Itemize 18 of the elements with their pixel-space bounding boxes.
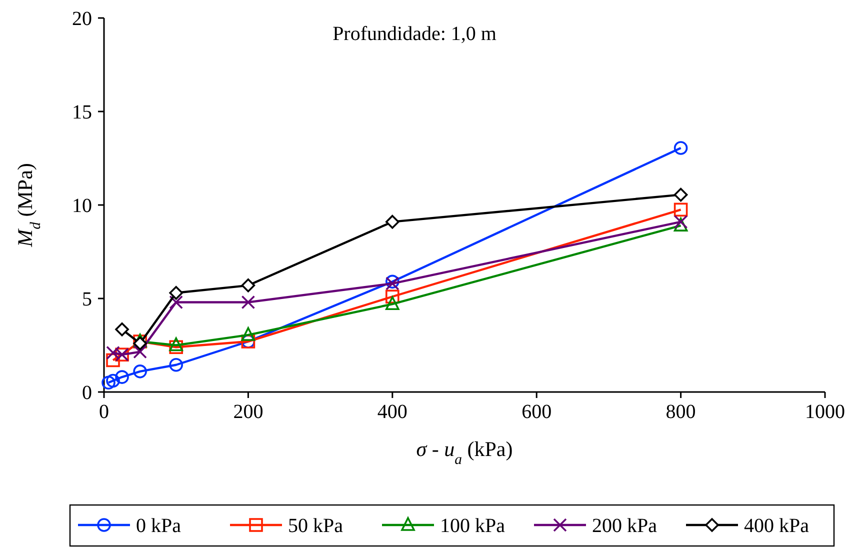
y-tick-label: 5 — [82, 288, 92, 310]
y-tick-label: 0 — [82, 382, 92, 404]
x-tick-label: 600 — [522, 401, 552, 423]
y-tick-label: 20 — [72, 8, 92, 30]
y-tick-label: 15 — [72, 102, 92, 124]
x-tick-label: 400 — [377, 401, 408, 423]
x-tick-label: 0 — [99, 401, 109, 423]
legend-label: 100 kPa — [440, 515, 506, 537]
legend-label: 50 kPa — [288, 515, 344, 537]
x-tick-label: 200 — [233, 401, 264, 423]
legend-label: 200 kPa — [592, 515, 658, 537]
x-tick-label: 800 — [666, 401, 696, 423]
x-axis-title: σ - u$_{a}$ (kPa) — [416, 437, 513, 468]
legend-label: 400 kPa — [744, 515, 810, 537]
x-tick-label: 1000 — [805, 401, 845, 423]
annotation: Profundidade: 1,0 m — [332, 23, 497, 45]
legend-label: 0 kPa — [136, 515, 182, 537]
y-tick-label: 10 — [72, 195, 92, 217]
